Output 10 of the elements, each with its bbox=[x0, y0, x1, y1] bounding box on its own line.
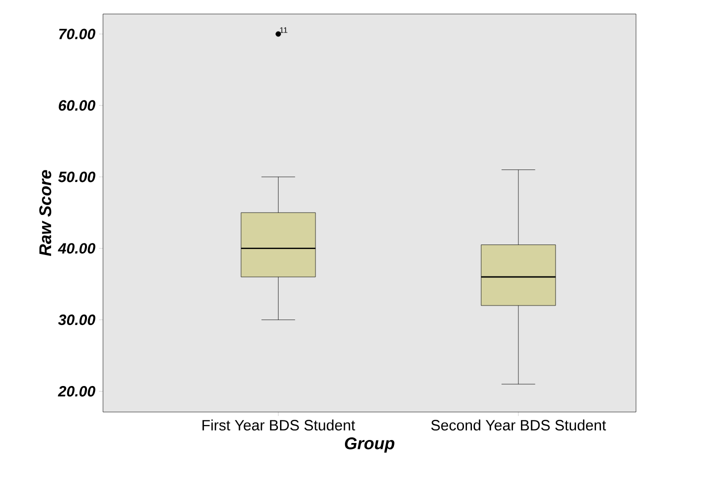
x-axis-title: Group bbox=[344, 437, 394, 453]
y-tick-label: 50.00 bbox=[58, 172, 96, 182]
y-tick-label: 70.00 bbox=[59, 28, 96, 40]
y-tick-label: 60.00 bbox=[58, 100, 96, 111]
x-tick-label: First Year BDS Student bbox=[202, 420, 356, 430]
y-tick-label: 20.00 bbox=[58, 386, 96, 397]
y-axis-title: Raw Score bbox=[39, 170, 52, 256]
y-tick-label: 30.00 bbox=[58, 314, 96, 326]
x-tick-label: Second Year BDS Student bbox=[431, 420, 606, 430]
y-tick-label: 40.00 bbox=[58, 243, 96, 254]
